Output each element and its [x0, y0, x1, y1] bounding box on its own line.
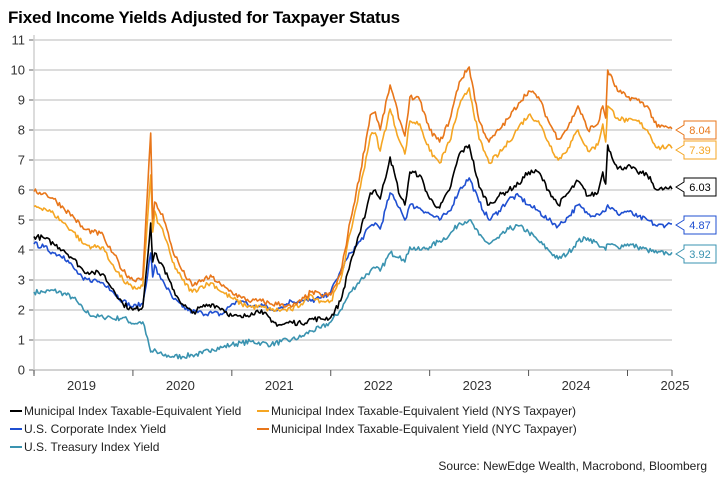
- end-labels: 8.04 7.39 6.03 4.87 3.92: [675, 120, 717, 264]
- end-label-text: 6.03: [689, 182, 710, 194]
- y-tick-label: 10: [11, 63, 25, 78]
- end-label: 7.39: [675, 140, 717, 160]
- y-tick-label: 4: [18, 243, 25, 258]
- source-note: Source: NewEdge Wealth, Macrobond, Bloom…: [438, 459, 707, 473]
- end-label-box: [675, 215, 717, 235]
- x-tick-label: 2024: [562, 378, 591, 393]
- legend-item-muni: Municipal Index Taxable-Equivalent Yield: [10, 402, 241, 420]
- legend-item-treasury: U.S. Treasury Index Yield: [10, 438, 159, 456]
- legend-label: Municipal Index Taxable-Equivalent Yield…: [271, 404, 577, 418]
- end-label: 3.92: [675, 244, 717, 264]
- legend-swatch: [10, 409, 22, 412]
- legend-item-muni-nys: Municipal Index Taxable-Equivalent Yield…: [257, 402, 576, 420]
- x-tick-label: 2022: [364, 378, 393, 393]
- x-tick-label: 2021: [265, 378, 294, 393]
- y-tick-label: 5: [18, 213, 25, 228]
- legend-label: Municipal Index Taxable-Equivalent Yield…: [271, 422, 577, 436]
- end-label-text: 8.04: [689, 125, 710, 137]
- end-label: 6.03: [675, 177, 717, 197]
- legend-swatch: [257, 427, 269, 430]
- end-label: 4.87: [675, 215, 717, 235]
- x-tick-label: 2023: [463, 378, 492, 393]
- y-tick-label: 11: [12, 33, 26, 48]
- y-tick-label: 7: [18, 153, 25, 168]
- x-tick-label: 2019: [67, 378, 96, 393]
- legend-swatch: [10, 445, 22, 448]
- x-axis: 2019 2020 2021 2022 2023 2024 2025: [33, 369, 690, 393]
- x-tick-label: 2025: [661, 378, 690, 393]
- y-tick-label: 9: [18, 93, 25, 108]
- end-label-text: 3.92: [689, 249, 710, 261]
- legend-label: U.S. Treasury Index Yield: [24, 440, 160, 454]
- legend-item-corporate: U.S. Corporate Index Yield: [10, 420, 166, 438]
- end-label-box: [675, 140, 717, 160]
- y-axis: 0 1 2 3 4 5 6 7 8 9 10 11: [11, 33, 35, 378]
- y-tick-label: 0: [18, 363, 25, 378]
- legend-item-muni-nyc: Municipal Index Taxable-Equivalent Yield…: [257, 420, 577, 438]
- end-label-text: 4.87: [689, 220, 710, 232]
- chart-title: Fixed Income Yields Adjusted for Taxpaye…: [8, 8, 400, 27]
- series-line-3: [33, 66, 673, 308]
- series-line-2: [33, 177, 673, 317]
- end-label-box: [675, 177, 717, 197]
- y-tick-label: 8: [18, 123, 25, 138]
- legend-swatch: [257, 409, 269, 412]
- legend-label: U.S. Corporate Index Yield: [24, 422, 167, 436]
- end-label-box: [675, 244, 717, 264]
- y-tick-label: 6: [18, 183, 25, 198]
- y-tick-label: 1: [18, 333, 25, 348]
- series-line-4: [33, 219, 673, 360]
- legend-swatch: [10, 427, 22, 430]
- end-label: 8.04: [675, 120, 717, 140]
- series-line-0: [33, 144, 673, 327]
- legend-label: Municipal Index Taxable-Equivalent Yield: [24, 404, 242, 418]
- series-line-1: [33, 87, 673, 313]
- end-label-box: [675, 120, 717, 140]
- y-tick-label: 3: [18, 273, 25, 288]
- end-label-text: 7.39: [689, 145, 710, 157]
- y-tick-label: 2: [18, 303, 25, 318]
- x-tick-label: 2020: [166, 378, 195, 393]
- series-lines: [33, 66, 673, 360]
